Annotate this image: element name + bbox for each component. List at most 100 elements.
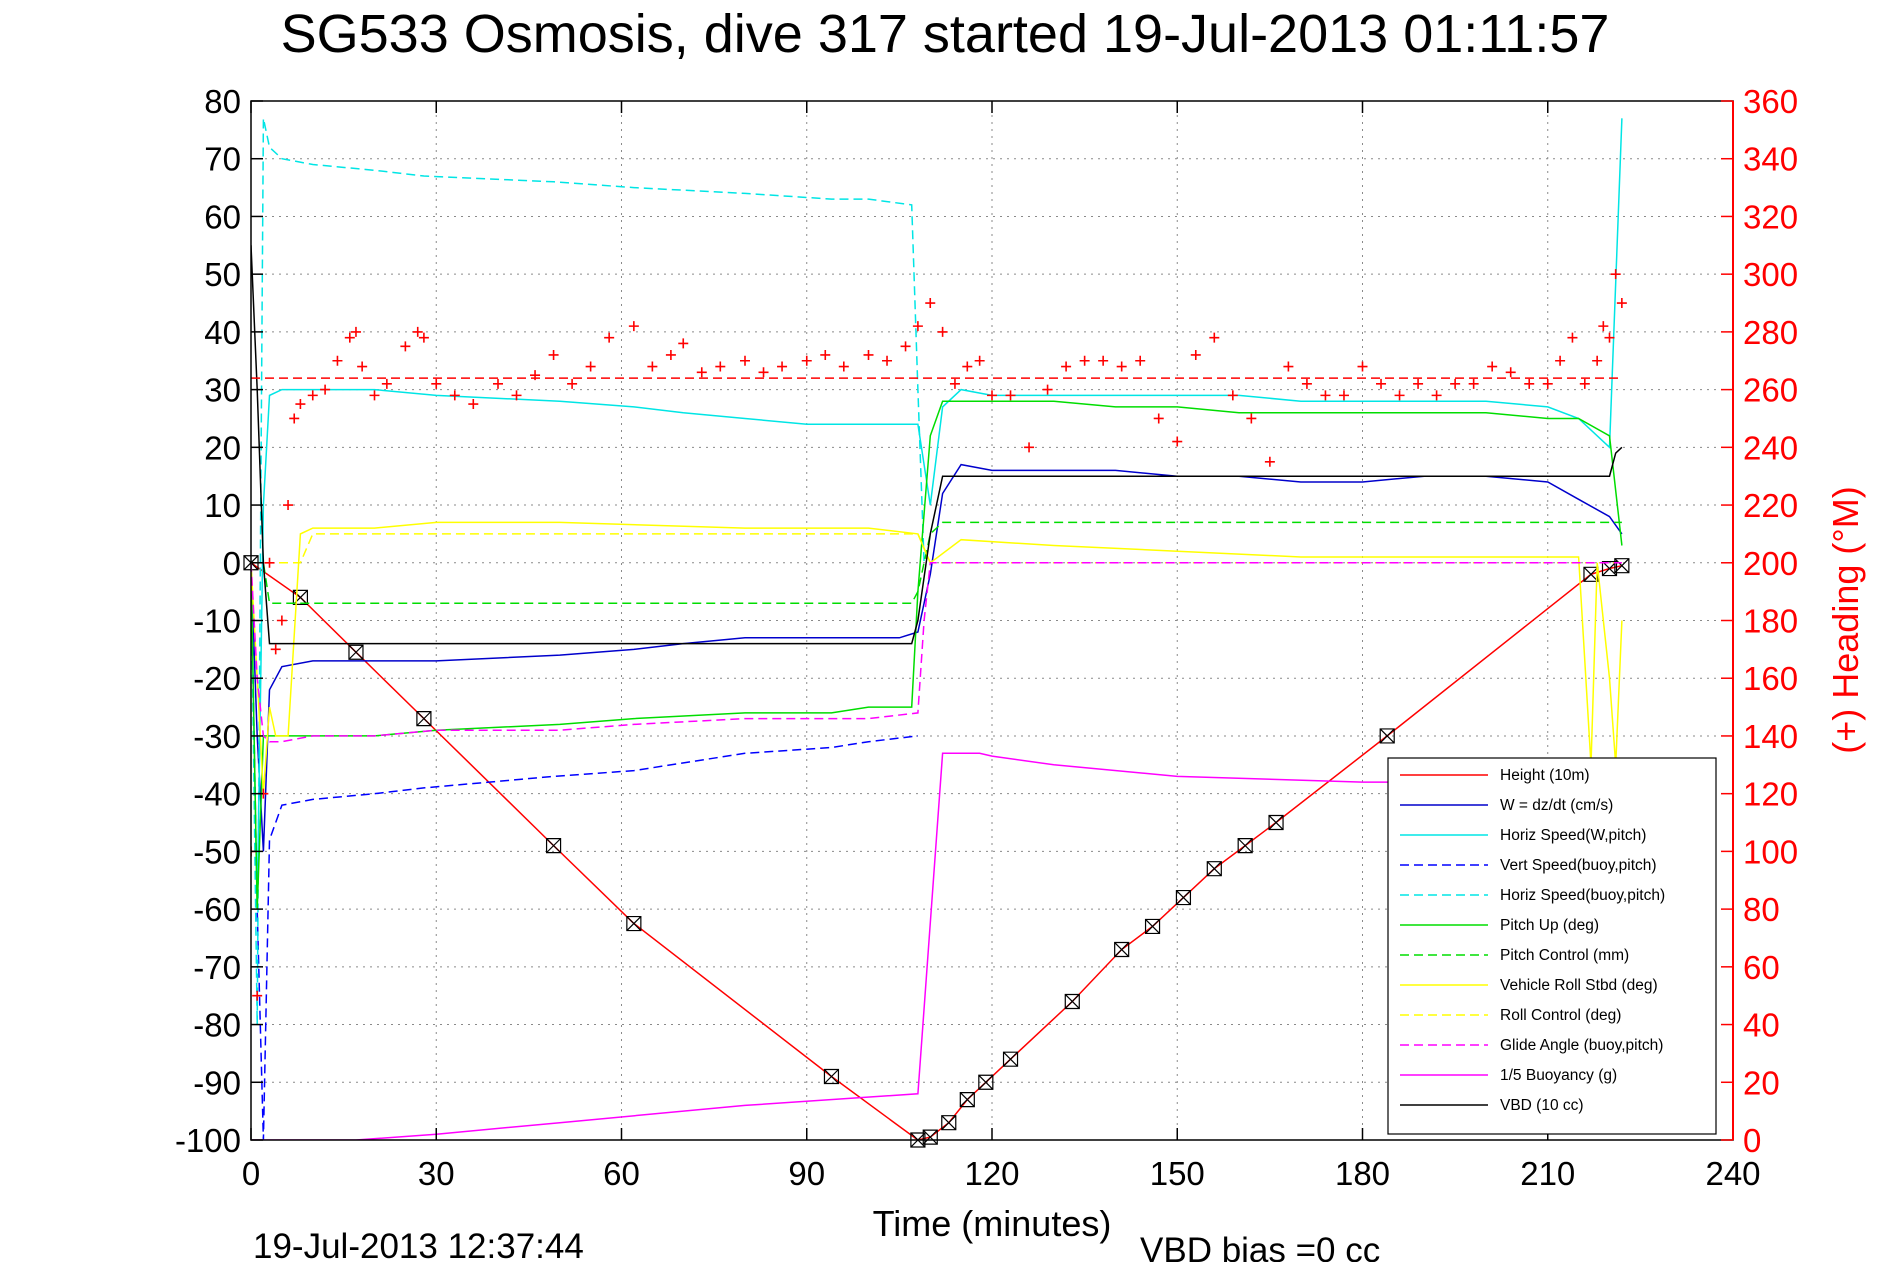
heading-point: [1042, 384, 1053, 395]
height-sample-marker: [1002, 1051, 1019, 1067]
heading-point: [1555, 355, 1566, 366]
y2-tick-label: 320: [1743, 198, 1798, 235]
y-tick-label: 40: [204, 314, 241, 351]
ticks: 0 30 60 90 120 150 180 210 24080706050403020100-…: [175, 83, 1798, 1192]
x-tick-label: 90: [788, 1155, 825, 1192]
heading-point: [758, 367, 769, 378]
x-tick-label: 150: [1150, 1155, 1205, 1192]
y-tick-label: -100: [175, 1122, 241, 1159]
height-sample-marker: [1114, 941, 1130, 958]
series-layer: [243, 118, 1630, 1148]
heading-point: [320, 384, 331, 395]
heading-point: [1079, 355, 1090, 366]
legend-label: Vehicle Roll Stbd (deg): [1500, 977, 1658, 994]
heading-point: [1024, 442, 1035, 453]
x-tick-label: 60: [603, 1155, 640, 1192]
y2-tick-label: 360: [1743, 83, 1798, 120]
x-tick-label: 180: [1335, 1155, 1390, 1192]
heading-point: [511, 390, 522, 401]
heading-point: [357, 361, 368, 372]
heading-point: [270, 644, 281, 655]
legend-label: Horiz Speed(W,pitch): [1500, 827, 1646, 844]
heading-point: [1061, 361, 1072, 372]
y2-tick-label: 180: [1743, 603, 1798, 640]
y2-tick-label: 200: [1743, 545, 1798, 582]
heading-point: [665, 349, 676, 360]
y2-tick-label: 300: [1743, 256, 1798, 293]
y-tick-label: -10: [193, 603, 241, 640]
heading-point: [548, 349, 559, 360]
y2-tick-label: 260: [1743, 372, 1798, 409]
y-tick-label: 50: [204, 256, 241, 293]
heading-point: [647, 361, 658, 372]
heading-point: [307, 390, 318, 401]
y2-tick-label: 0: [1743, 1122, 1761, 1159]
y2-tick-label: 140: [1743, 718, 1798, 755]
heading-point: [1283, 361, 1294, 372]
y-tick-label: 70: [204, 141, 241, 178]
legend-label: Glide Angle (buoy,pitch): [1500, 1037, 1663, 1054]
x-axis-label: Time (minutes): [873, 1203, 1112, 1244]
vbd-bias-label: VBD bias =0 cc: [1140, 1231, 1380, 1262]
height-sample-marker: [1614, 558, 1630, 574]
height-sample-marker: [545, 838, 562, 854]
x-tick-label: 240: [1705, 1155, 1760, 1192]
x-tick-label: 120: [964, 1155, 1019, 1192]
y-tick-label: 30: [204, 372, 241, 409]
legend-label: W = dz/dt (cm/s): [1500, 797, 1613, 814]
heading-point: [777, 361, 788, 372]
heading-point: [1338, 390, 1349, 401]
heading-point: [295, 399, 306, 410]
y2-tick-label: 240: [1743, 429, 1798, 466]
y-tick-label: -30: [193, 718, 241, 755]
heading-point: [1431, 390, 1442, 401]
legend-label: Horiz Speed(buoy,pitch): [1500, 887, 1665, 904]
heading-point: [925, 298, 936, 309]
legend-label: Pitch Up (deg): [1500, 917, 1599, 934]
heading-point: [344, 332, 355, 343]
y-tick-label: 80: [204, 83, 241, 120]
y2-tick-label: 340: [1743, 141, 1798, 178]
heading-point: [369, 390, 380, 401]
height-sample-marker: [823, 1068, 840, 1085]
heading-point: [400, 341, 411, 352]
heading-point: [1505, 367, 1516, 378]
series-1-5-buoyancy-g: [251, 752, 1548, 1140]
x-tick-label: 0: [242, 1155, 260, 1192]
heading-point: [1246, 413, 1257, 424]
height-sample-marker: [1206, 861, 1222, 877]
heading-point: [882, 355, 893, 366]
heading-point: [493, 378, 503, 389]
series-pitch-control-mm: [251, 521, 1622, 604]
series-height-10m: [251, 562, 1623, 1140]
heading-point: [1301, 378, 1312, 389]
y2-tick-label: 40: [1743, 1007, 1780, 1044]
heading-point: [1190, 349, 1201, 360]
heading-point: [381, 378, 392, 389]
height-sample-marker: [626, 915, 642, 932]
height-sample-marker: [941, 1115, 957, 1131]
heading-point: [1487, 361, 1498, 372]
heading-point: [974, 355, 985, 366]
series-pitch-up-deg: [251, 400, 1623, 910]
heading-point: [863, 349, 874, 360]
heading-point: [1005, 390, 1016, 401]
height-sample-marker: [978, 1074, 994, 1090]
heading-point: [820, 349, 831, 360]
y-tick-label: 60: [204, 198, 241, 235]
heading-point: [1172, 436, 1183, 447]
y2-tick-label: 60: [1743, 949, 1780, 986]
heading-point: [1616, 298, 1627, 309]
heading-point: [987, 390, 997, 401]
height-sample-marker: [1237, 838, 1253, 854]
heading-point: [1098, 355, 1109, 366]
heading-point: [1394, 390, 1405, 401]
y-tick-label: -40: [193, 776, 241, 813]
y-tick-label: 0: [223, 545, 241, 582]
heading-point: [418, 332, 429, 343]
heading-point: [252, 990, 263, 1001]
series-horiz-speed-buoy-pitch: [251, 118, 925, 1025]
legend-label: Pitch Control (mm): [1500, 947, 1629, 964]
heading-point: [715, 361, 726, 372]
